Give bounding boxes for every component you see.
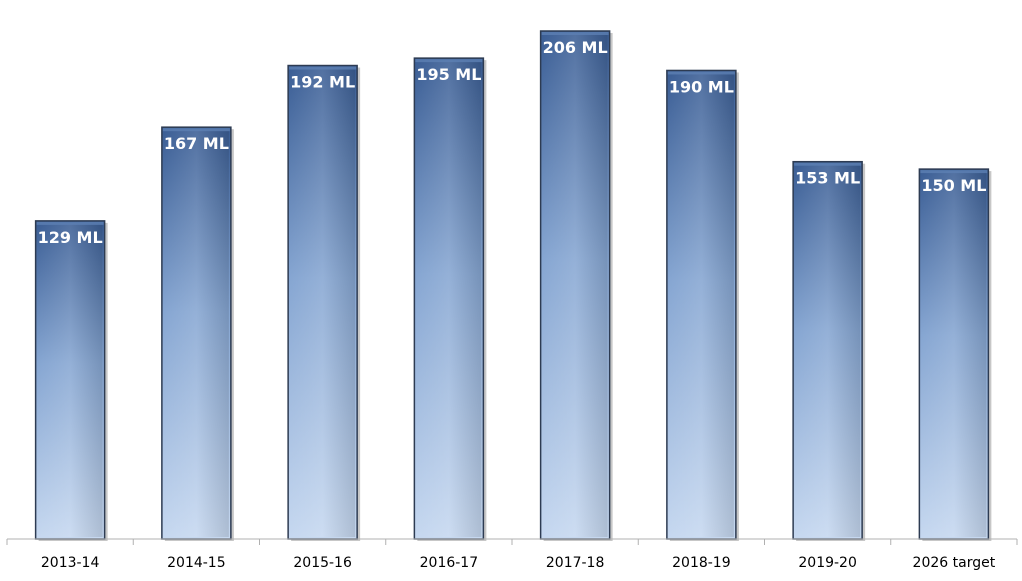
bar-bevel (163, 129, 229, 538)
bar-bevel (37, 222, 103, 538)
x-tick-label: 2016-17 (420, 555, 479, 571)
data-label: 153 ML (795, 169, 860, 188)
x-tick-label: 2015-16 (293, 555, 352, 571)
x-tick-label: 2018-19 (672, 555, 731, 571)
data-label: 129 ML (38, 228, 103, 247)
x-tick-label: 2019-20 (798, 555, 857, 571)
bar-top-edge (794, 162, 862, 166)
data-label: 192 ML (290, 73, 355, 92)
bar-bevel (290, 67, 356, 538)
bar-top-edge (541, 32, 609, 35)
bar-bevel (416, 60, 482, 537)
bar-bevel (542, 33, 608, 537)
data-label: 206 ML (543, 38, 608, 57)
data-label: 167 ML (164, 134, 229, 153)
bar-bevel (668, 72, 734, 538)
bar-top-edge (162, 128, 230, 132)
bar-top-edge (920, 170, 988, 174)
bar-bevel (795, 163, 861, 537)
x-axis-tick-labels: 2013-14 2014-15 2015-16 2016-17 2017-18 2018-… (41, 555, 996, 571)
x-axis-ticks (6, 539, 1018, 545)
x-tick-label: 2014-15 (167, 555, 226, 571)
x-tick-label: 2013-14 (41, 555, 100, 571)
data-labels-group: 129 ML 167 ML 192 ML 195 ML 206 ML 190 ML 153 … (38, 38, 987, 247)
data-label: 195 ML (416, 65, 481, 84)
x-tick-label: 2017-18 (546, 555, 605, 571)
x-tick-label: 2026 target (913, 555, 996, 571)
bar-bevel (921, 171, 987, 537)
bar-top-edge (289, 66, 357, 70)
bar-top-edge (667, 71, 735, 75)
bar-top-edge (36, 221, 104, 225)
bars-group (34, 30, 992, 542)
data-label: 190 ML (669, 77, 734, 96)
data-label: 150 ML (921, 176, 986, 195)
bar-top-edge (415, 59, 483, 63)
